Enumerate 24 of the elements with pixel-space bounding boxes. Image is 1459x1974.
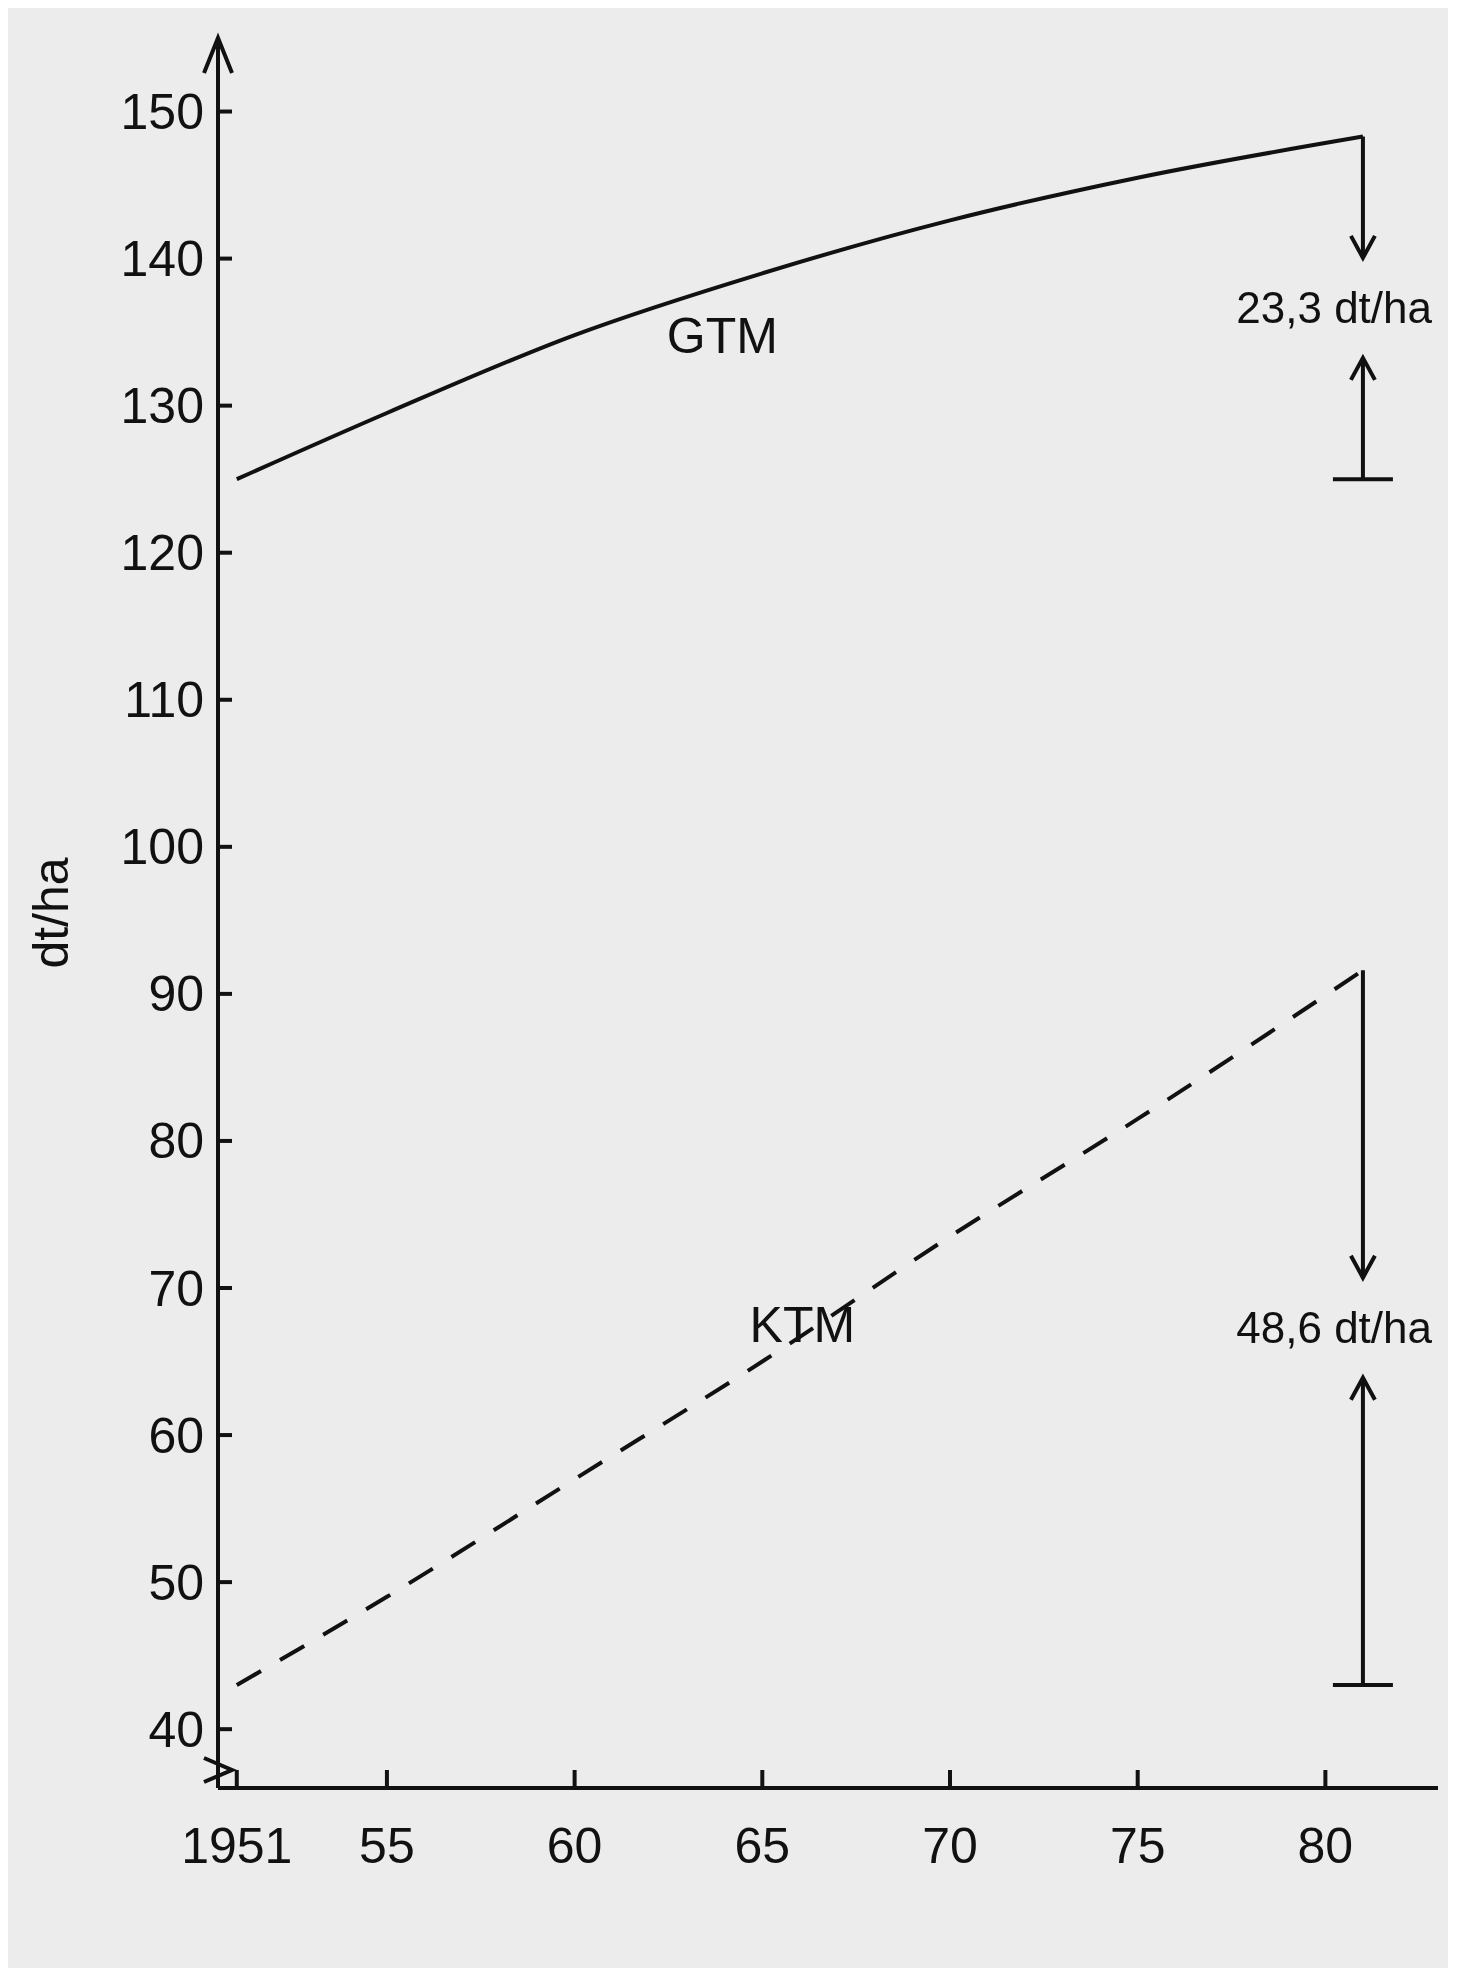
- x-tick-label: 65: [734, 1818, 791, 1874]
- x-tick-label: 80: [1297, 1818, 1354, 1874]
- y-tick-label: 150: [120, 84, 204, 141]
- y-axis-title: dt/ha: [23, 857, 79, 969]
- series-label: KTM: [749, 1296, 856, 1353]
- y-tick-label: 110: [124, 672, 204, 729]
- x-tick-label: 75: [1109, 1818, 1166, 1874]
- y-tick-label: 130: [120, 378, 204, 435]
- y-tick-label: 50: [148, 1554, 204, 1611]
- annotation: 48,6 dt/ha: [1236, 1303, 1433, 1353]
- y-tick-label: 120: [120, 525, 204, 582]
- y-tick-label: 60: [148, 1407, 204, 1464]
- y-tick-label: 90: [148, 966, 204, 1023]
- y-tick-label: 70: [148, 1260, 204, 1317]
- series-label: GTM: [666, 308, 778, 365]
- y-tick-label: 100: [120, 819, 204, 876]
- x-tick-label: 70: [922, 1818, 978, 1874]
- x-tick-label: 60: [546, 1818, 603, 1874]
- x-tick-label: 1951: [181, 1818, 293, 1874]
- y-tick-label: 80: [148, 1113, 204, 1170]
- x-tick-label: 55: [359, 1818, 415, 1874]
- y-tick-label: 40: [148, 1701, 204, 1758]
- annotation: 23,3 dt/ha: [1236, 283, 1433, 333]
- y-tick-label: 140: [120, 231, 204, 288]
